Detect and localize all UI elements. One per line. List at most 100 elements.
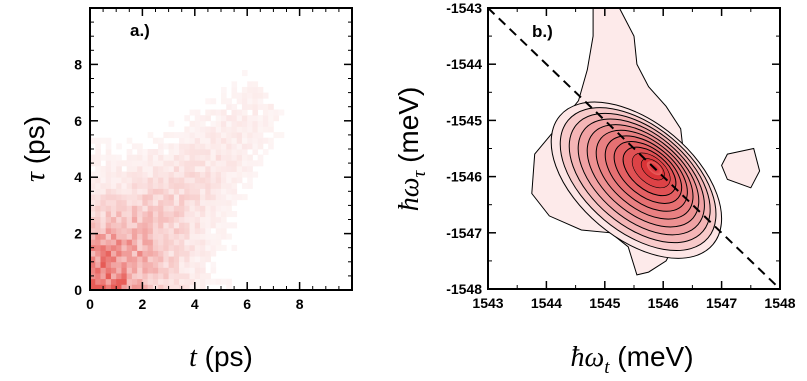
heatmap-cell <box>147 233 154 240</box>
heatmap-cell <box>231 103 238 110</box>
heatmap-cell <box>126 137 133 144</box>
y-tick-label: 8 <box>74 56 82 72</box>
heatmap-cell <box>116 239 122 246</box>
heatmap-cell <box>268 137 274 144</box>
heatmap-cell <box>231 109 238 116</box>
heatmap-cell <box>173 199 180 206</box>
heatmap-cell <box>142 233 149 240</box>
heatmap-cell <box>131 177 138 184</box>
heatmap-cell <box>179 267 185 274</box>
heatmap-cell <box>90 233 96 240</box>
heatmap-cell <box>126 239 133 246</box>
heatmap-cell <box>241 149 248 156</box>
heatmap-cell <box>205 132 211 139</box>
heatmap-cell <box>173 227 180 234</box>
heatmap-cell <box>121 267 128 274</box>
heatmap-cell <box>152 199 159 206</box>
heatmap-cell <box>116 160 122 167</box>
heatmap-cell <box>142 284 149 290</box>
heatmap-cell <box>152 239 159 246</box>
heatmap-cell <box>168 120 175 127</box>
heatmap-cell <box>110 154 117 161</box>
heatmap-cell <box>210 132 217 139</box>
heatmap-cell <box>179 194 185 201</box>
heatmap-cell <box>205 211 211 218</box>
heatmap-cell <box>241 115 248 122</box>
heatmap-cell <box>131 233 138 240</box>
heatmap-cell <box>221 137 227 144</box>
heatmap-cell <box>131 284 138 290</box>
heatmap-cell <box>126 177 133 184</box>
heatmap-cell <box>147 160 154 167</box>
heatmap-cell <box>179 211 185 218</box>
heatmap-cell <box>173 256 180 263</box>
heatmap-cell <box>205 109 211 116</box>
heatmap-cell <box>257 115 264 122</box>
heatmap-cell <box>131 199 138 206</box>
heatmap-cell <box>158 211 164 218</box>
heatmap-cell <box>137 205 143 212</box>
heatmap-cell <box>152 182 159 189</box>
heatmap-cell <box>179 188 185 195</box>
heatmap-cell <box>194 182 201 189</box>
heatmap-cell <box>152 194 159 201</box>
heatmap-cell <box>126 154 133 161</box>
heatmap-cell <box>215 109 222 116</box>
heatmap-cell <box>137 284 143 290</box>
heatmap-cell <box>241 70 248 77</box>
heatmap-cell <box>226 143 232 150</box>
heatmap-cell <box>241 182 248 189</box>
heatmap-cell <box>210 160 217 167</box>
heatmap-cell <box>194 227 201 234</box>
heatmap-cell <box>131 194 138 201</box>
heatmap-cell <box>210 278 217 285</box>
heatmap-cell <box>210 120 217 127</box>
heatmap-cell <box>179 222 185 229</box>
heatmap-cell <box>126 261 133 268</box>
heatmap-cell <box>189 267 196 274</box>
panel-a-xlabel-symbol: t <box>189 342 198 373</box>
heatmap-cell <box>194 149 201 156</box>
heatmap-cell <box>126 149 133 156</box>
heatmap-cell <box>200 137 206 144</box>
heatmap-cell <box>205 188 211 195</box>
heatmap-cell <box>200 284 206 290</box>
heatmap-cell <box>200 278 206 285</box>
heatmap-cell <box>116 182 122 189</box>
heatmap-cell <box>200 233 206 240</box>
heatmap-cell <box>142 188 149 195</box>
heatmap-cell <box>105 205 112 212</box>
heatmap-cell <box>105 284 112 290</box>
heatmap-cell <box>189 216 196 223</box>
heatmap-cell <box>252 171 259 178</box>
heatmap-cell <box>90 194 96 201</box>
heatmap-cell <box>189 233 196 240</box>
heatmap-cell <box>152 177 159 184</box>
heatmap-cell <box>158 267 164 274</box>
heatmap-cell <box>179 256 185 263</box>
heatmap-cell <box>116 165 122 172</box>
heatmap-cell <box>194 244 201 251</box>
heatmap-cell <box>163 267 169 274</box>
heatmap-cell <box>221 205 227 212</box>
heatmap-cell <box>158 222 164 229</box>
heatmap-cell <box>189 256 196 263</box>
heatmap-cell <box>247 137 253 144</box>
heatmap-cell <box>179 132 185 139</box>
heatmap-cell <box>231 81 238 88</box>
heatmap-cell <box>168 261 175 268</box>
heatmap-cell <box>252 126 259 133</box>
heatmap-cell <box>168 182 175 189</box>
heatmap-cell <box>247 177 253 184</box>
heatmap-cell <box>210 154 217 161</box>
heatmap-cell <box>173 222 180 229</box>
heatmap-cell <box>205 233 211 240</box>
heatmap-cell <box>137 143 143 150</box>
y-tick-label: 2 <box>74 226 82 242</box>
heatmap-cell <box>173 216 180 223</box>
heatmap-cell <box>173 273 180 280</box>
heatmap-cell <box>231 149 238 156</box>
heatmap-cell <box>205 222 211 229</box>
heatmap-cell <box>247 115 253 122</box>
heatmap-cell <box>262 103 269 110</box>
